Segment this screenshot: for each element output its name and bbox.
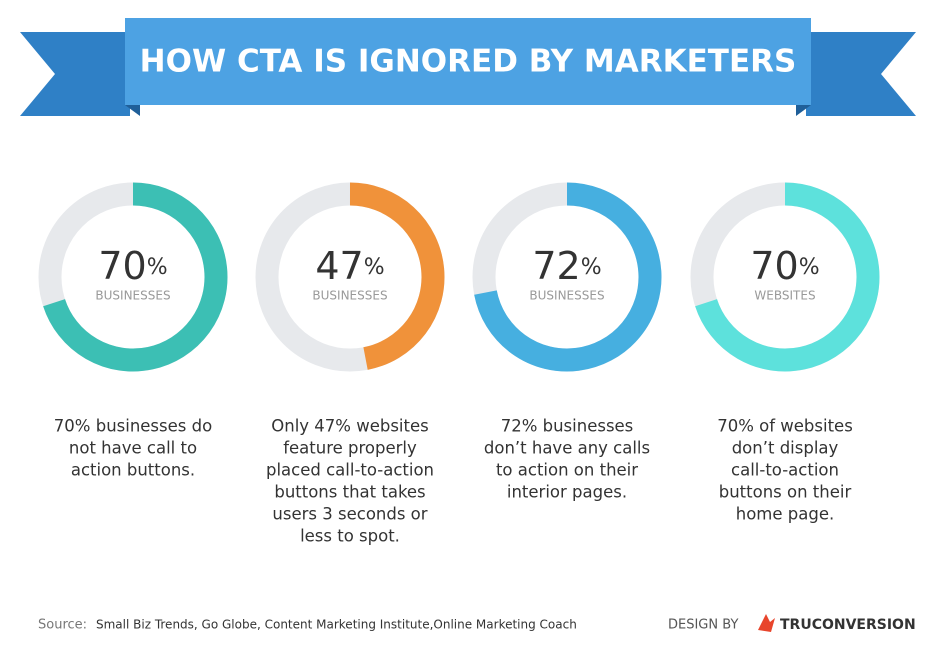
description-line: placed call-to-action	[266, 461, 434, 480]
description-line: buttons on their	[719, 483, 852, 502]
description-line: 70% of websites	[717, 417, 853, 436]
sources: Small Biz Trends, Go Globe, Content Mark…	[96, 618, 577, 632]
value-unit: %	[364, 255, 385, 280]
ribbon-left	[20, 32, 130, 116]
description-line: interior pages.	[507, 483, 627, 502]
value-unit: %	[799, 255, 820, 280]
description-line: 72% businesses	[501, 417, 634, 436]
value-number: 47	[315, 244, 363, 288]
description-line: users 3 seconds or	[272, 505, 427, 524]
donut-value: 47%	[315, 244, 384, 288]
value-unit: %	[581, 255, 602, 280]
value-number: 70	[98, 244, 146, 288]
donut-value: 70%	[750, 244, 819, 288]
description-line: less to spot.	[300, 527, 400, 546]
donut-arc	[474, 182, 662, 372]
donut-label: WEBSITES	[754, 289, 815, 303]
ribbon-right	[806, 32, 916, 116]
design-by: DESIGN BY	[668, 618, 738, 633]
value-unit: %	[147, 255, 168, 280]
description-line: to action on their	[496, 461, 638, 480]
value-number: 72	[532, 244, 580, 288]
description-line: Only 47% websites	[271, 417, 428, 436]
source-label: Source:	[38, 618, 87, 633]
ribbon-fold	[125, 105, 140, 116]
donut-value: 70%	[98, 244, 167, 288]
description-line: don’t display	[732, 439, 839, 458]
description-line: call-to-action	[731, 461, 839, 480]
donut-arc	[349, 182, 445, 370]
donut-arc	[43, 182, 228, 372]
description-line: don’t have any calls	[484, 439, 650, 458]
description-line: feature properly	[283, 439, 417, 458]
donut-value: 72%	[532, 244, 601, 288]
description-line: not have call to	[69, 439, 197, 458]
title: HOW CTA IS IGNORED BY MARKETERS	[140, 44, 797, 80]
ribbon-fold	[796, 105, 811, 116]
brand: TRUCONVERSION	[780, 617, 916, 633]
description-line: 70% businesses do	[54, 417, 212, 436]
description-line: buttons that takes	[274, 483, 425, 502]
donut-label: BUSINESSES	[312, 289, 387, 303]
logo	[758, 614, 775, 632]
donut-label: BUSINESSES	[95, 289, 170, 303]
description-line: home page.	[736, 505, 834, 524]
donut-label: BUSINESSES	[529, 289, 604, 303]
description-line: action buttons.	[71, 461, 195, 480]
value-number: 70	[750, 244, 798, 288]
donut-arc	[695, 182, 880, 372]
banner	[125, 18, 811, 105]
